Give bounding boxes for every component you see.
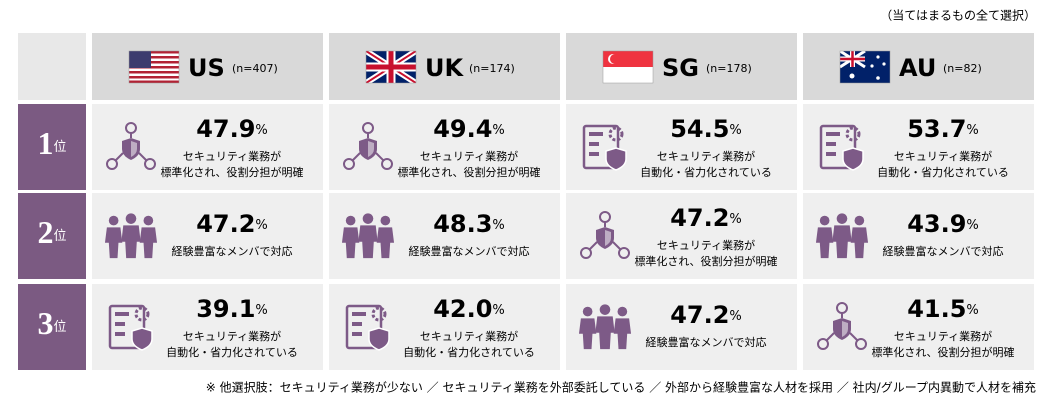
flag-border	[365, 50, 417, 84]
country-code: SG	[662, 54, 699, 82]
description: 自動化・省力化されている	[877, 165, 1009, 179]
percentage: 47.2%	[670, 301, 742, 329]
description: 自動化・省力化されている	[403, 345, 535, 359]
value: 53.7	[907, 115, 966, 143]
value: 41.5	[907, 295, 966, 323]
rank: 1位	[37, 125, 66, 161]
percentage: 39.1%	[196, 295, 268, 323]
sample-size: (n=82)	[943, 62, 982, 75]
description: 経験豊富なメンバで対応	[409, 244, 530, 258]
rank-suffix: 位	[53, 140, 66, 155]
unit: %	[729, 309, 741, 324]
percentage: 47.9%	[196, 115, 268, 143]
note: （当てはまるもの全て選択）	[880, 8, 1036, 23]
value: 42.0	[433, 295, 492, 323]
description: セキュリティ業務が	[420, 329, 518, 343]
flag-border	[839, 50, 891, 84]
percentage: 41.5%	[907, 295, 979, 323]
percentage: 47.2%	[670, 204, 742, 232]
country-code: US	[188, 54, 225, 82]
unit: %	[492, 303, 504, 318]
rank-cell	[18, 284, 86, 370]
unit: %	[966, 218, 978, 233]
rank-cell	[18, 193, 86, 279]
rank-cell	[18, 104, 86, 190]
value: 39.1	[196, 295, 255, 323]
description: 標準化され、役割分担が明確	[871, 345, 1014, 359]
value: 43.9	[907, 210, 966, 238]
icon	[104, 213, 158, 259]
description: 標準化され、役割分担が明確	[634, 254, 777, 268]
icon	[578, 304, 632, 350]
unit: %	[492, 218, 504, 233]
percentage: 42.0%	[433, 295, 505, 323]
description: 自動化・省力化されている	[640, 165, 772, 179]
country-code: UK	[425, 54, 464, 82]
value: 47.2	[670, 204, 729, 232]
unit: %	[729, 123, 741, 138]
country-code: AU	[899, 54, 936, 82]
data-cell	[803, 104, 1034, 190]
description: セキュリティ業務が	[183, 329, 281, 343]
sample-size: (n=174)	[469, 62, 515, 75]
corner-cell	[18, 33, 86, 100]
percentage: 49.4%	[433, 115, 505, 143]
rank-suffix: 位	[53, 229, 66, 244]
description: 経験豊富なメンバで対応	[172, 244, 293, 258]
rank-suffix: 位	[53, 320, 66, 335]
value: 47.9	[196, 115, 255, 143]
flag	[840, 51, 890, 83]
flag	[366, 51, 416, 83]
percentage: 47.2%	[196, 210, 268, 238]
rank: 2位	[37, 214, 66, 250]
icon	[341, 213, 395, 259]
unit: %	[492, 123, 504, 138]
unit: %	[255, 123, 267, 138]
description: 経験豊富なメンバで対応	[883, 244, 1004, 258]
rank-number: 3	[37, 305, 53, 341]
unit: %	[966, 303, 978, 318]
description: 標準化され、役割分担が明確	[397, 165, 540, 179]
description: 自動化・省力化されている	[166, 345, 298, 359]
sample-size: (n=407)	[232, 62, 278, 75]
icon	[815, 213, 869, 259]
description: セキュリティ業務が	[183, 149, 281, 163]
footnote: ※ 他選択肢：セキュリティ業務が少ない ／ セキュリティ業務を外部委託している …	[206, 380, 1036, 395]
value: 48.3	[433, 210, 492, 238]
percentage: 48.3%	[433, 210, 505, 238]
percentage: 54.5%	[670, 115, 742, 143]
description: セキュリティ業務が	[420, 149, 518, 163]
value: 47.2	[670, 301, 729, 329]
data-cell	[329, 284, 560, 370]
description: セキュリティ業務が	[657, 149, 755, 163]
unit: %	[255, 218, 267, 233]
description: 経験豊富なメンバで対応	[646, 335, 767, 349]
value: 49.4	[433, 115, 492, 143]
sample-size: (n=178)	[706, 62, 752, 75]
description: セキュリティ業務が	[894, 329, 992, 343]
rank-number: 1	[37, 125, 53, 161]
description: セキュリティ業務が	[894, 149, 992, 163]
value: 47.2	[196, 210, 255, 238]
rank-number: 2	[37, 214, 53, 250]
data-cell	[92, 284, 323, 370]
percentage: 53.7%	[907, 115, 979, 143]
flag-border	[128, 50, 180, 84]
flag	[603, 51, 653, 83]
value: 54.5	[670, 115, 729, 143]
flag	[129, 51, 179, 83]
data-cell	[566, 104, 797, 190]
unit: %	[966, 123, 978, 138]
unit: %	[255, 303, 267, 318]
description: 標準化され、役割分担が明確	[160, 165, 303, 179]
rank: 3位	[37, 305, 66, 341]
percentage: 43.9%	[907, 210, 979, 238]
unit: %	[729, 212, 741, 227]
description: セキュリティ業務が	[657, 238, 755, 252]
flag-border	[602, 50, 654, 84]
